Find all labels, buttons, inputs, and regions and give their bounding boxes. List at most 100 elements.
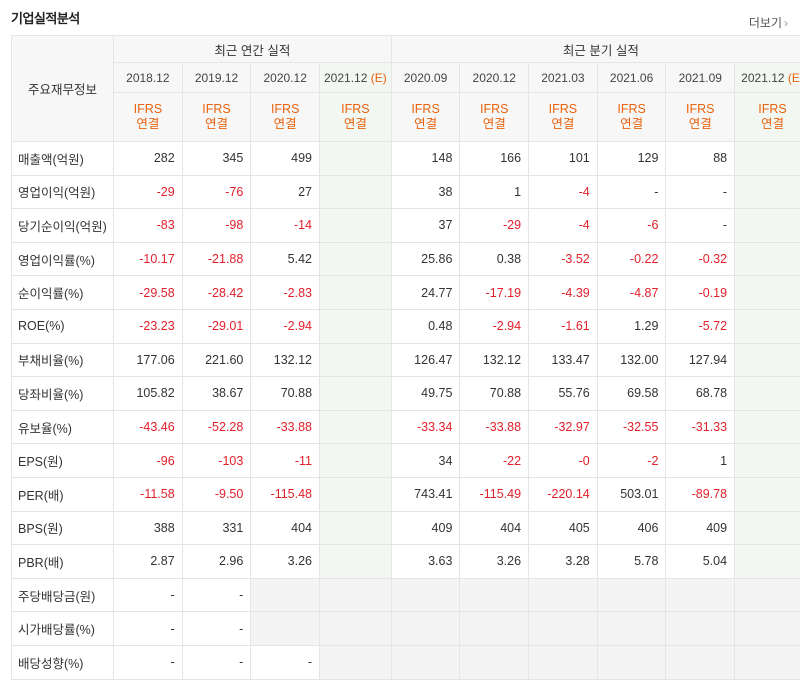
table-cell: 148 xyxy=(390,141,461,176)
table-cell: 405 xyxy=(528,510,598,546)
table-cell: -98 xyxy=(181,208,252,243)
table-cell: -10.17 xyxy=(113,241,183,277)
table-cell: -33.88 xyxy=(459,409,530,445)
table-cell: 127.94 xyxy=(665,342,736,378)
table-cell: 49.75 xyxy=(390,376,461,411)
table-cell xyxy=(665,577,736,613)
table-cell: -11 xyxy=(250,443,321,478)
table-cell: -28.42 xyxy=(181,275,252,310)
table-cell: 25.86 xyxy=(390,241,461,277)
table-cell: 37 xyxy=(390,208,461,243)
period-label: 2020.12 xyxy=(472,70,516,85)
table-cell: -2.94 xyxy=(250,308,321,344)
table-cell: -0.32 xyxy=(665,241,736,277)
table-cell: 177.06 xyxy=(113,342,183,378)
table-cell: - xyxy=(181,611,252,646)
table-cell: -96 xyxy=(113,443,183,478)
table-cell xyxy=(319,544,392,579)
row-label: 시가배당률(%) xyxy=(11,611,114,646)
row-label: 당기순이익(억원) xyxy=(11,208,114,243)
table-row: PBR(배) 2.87 2.96 3.26 3.63 3.26 3.28 5.78 5.04 xyxy=(11,544,800,579)
table-cell: -29.01 xyxy=(181,308,252,344)
table-cell xyxy=(319,644,392,680)
ifrs-badge: IFRS 연결 xyxy=(250,92,321,142)
table-cell: -22 xyxy=(459,443,530,478)
table-cell xyxy=(596,577,667,613)
table-cell xyxy=(459,644,530,680)
table-cell xyxy=(319,409,392,445)
period-label: 2021.03 xyxy=(541,70,585,85)
table-cell: - xyxy=(250,644,321,680)
section-header: 기업실적분석 더보기 › xyxy=(0,0,800,34)
table-cell: -32.97 xyxy=(528,409,598,445)
table-cell xyxy=(459,577,530,613)
table-cell: 2.87 xyxy=(113,544,183,579)
table-cell: 406 xyxy=(596,510,667,546)
table-cell: -33.34 xyxy=(390,409,461,445)
table-cell: -83 xyxy=(113,208,183,243)
table-row: ROE(%) -23.23 -29.01 -2.94 0.48 -2.94 -1.61 1.2… xyxy=(11,308,800,344)
table-cell: -76 xyxy=(181,174,252,210)
table-cell xyxy=(319,376,392,411)
row-label: 영업이익률(%) xyxy=(11,241,114,277)
table-cell: 1 xyxy=(459,174,530,210)
table-cell: 345 xyxy=(181,141,252,176)
table-row: 당좌비율(%) 105.82 38.67 70.88 49.75 70.88 55.76 69… xyxy=(11,376,800,411)
table-cell xyxy=(528,644,598,680)
table-cell xyxy=(734,510,800,546)
table-cell: -23.23 xyxy=(113,308,183,344)
section-title: 기업실적분석 xyxy=(11,11,80,26)
row-label: 영업이익(억원) xyxy=(11,174,114,210)
table-cell xyxy=(319,577,392,613)
table-cell: - xyxy=(596,174,667,210)
table-cell xyxy=(319,241,392,277)
table-row: 매출액(억원) 282 345 499 148 166 101 129 88 xyxy=(11,141,800,176)
ifrs-label: IFRS xyxy=(270,102,300,116)
annual-group-header: 최근 연간 실적 xyxy=(113,35,392,63)
table-cell: -3.52 xyxy=(528,241,598,277)
table-cell: -52.28 xyxy=(181,409,252,445)
table-cell xyxy=(596,644,667,680)
table-cell xyxy=(390,644,461,680)
table-cell: - xyxy=(181,644,252,680)
table-cell: -4 xyxy=(528,174,598,210)
table-row: PER(배) -11.58 -9.50 -115.48 743.41 -115.49 -22… xyxy=(11,476,800,512)
table-row: 당기순이익(억원) -83 -98 -14 37 -29 -4 -6- xyxy=(11,208,800,243)
ifrs-badge: IFRS 연결 xyxy=(734,92,800,142)
table-cell: -29 xyxy=(459,208,530,243)
table-cell: 1 xyxy=(665,443,736,478)
period-header: 2021.12 (E) xyxy=(734,62,800,93)
table-cell: 166 xyxy=(459,141,530,176)
table-cell xyxy=(734,275,800,310)
table-cell xyxy=(390,577,461,613)
table-cell: -21.88 xyxy=(181,241,252,277)
table-cell: 743.41 xyxy=(390,476,461,512)
more-link[interactable]: 더보기 › xyxy=(749,14,788,31)
ifrs-badge: IFRS 연결 xyxy=(181,92,252,142)
table-cell: -103 xyxy=(181,443,252,478)
table-cell: - xyxy=(113,644,183,680)
table-cell xyxy=(665,644,736,680)
table-cell: 0.38 xyxy=(459,241,530,277)
quarter-group-header: 최근 분기 실적 xyxy=(390,35,800,63)
table-cell: 5.04 xyxy=(665,544,736,579)
more-label: 더보기 xyxy=(748,16,782,30)
financial-analysis-table: 주요재무정보 최근 연간 실적 최근 분기 실적 2018.12 2019.12 2… xyxy=(11,35,800,680)
period-label: 2019.12 xyxy=(194,70,239,85)
ifrs-label: IFRS xyxy=(686,102,715,116)
row-label: EPS(원) xyxy=(11,443,114,478)
table-cell: -0 xyxy=(528,443,598,478)
row-label: 매출액(억원) xyxy=(11,141,114,176)
table-cell xyxy=(734,611,800,646)
table-row: 시가배당률(%) - - xyxy=(11,611,800,646)
table-cell: - xyxy=(113,611,183,646)
row-label: PBR(배) xyxy=(11,544,114,579)
ifrs-label: IFRS xyxy=(548,102,578,116)
table-cell: 38 xyxy=(390,174,461,210)
table-cell xyxy=(319,275,392,310)
estimate-marker: (E) xyxy=(787,70,800,85)
table-cell: 129 xyxy=(596,141,667,176)
table-cell xyxy=(319,141,392,176)
table-cell: 132.00 xyxy=(596,342,667,378)
table-cell: - xyxy=(181,577,252,613)
